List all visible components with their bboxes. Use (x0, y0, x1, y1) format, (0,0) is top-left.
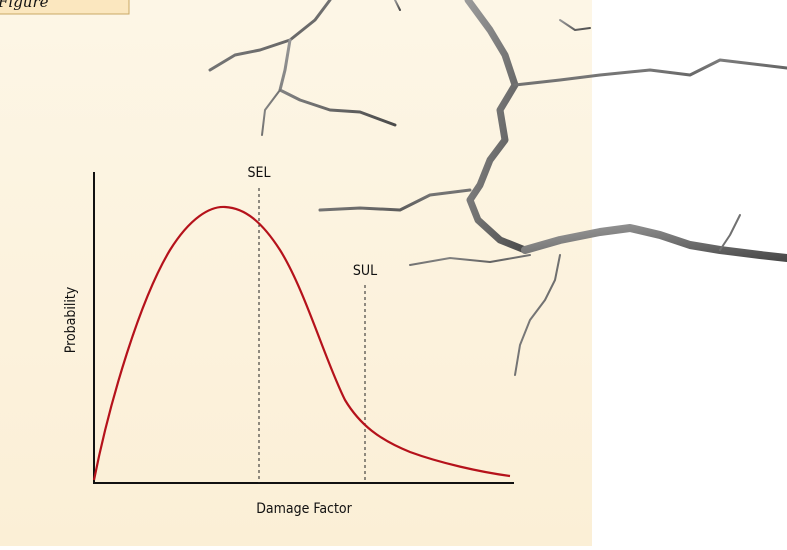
crack-decoration (208, 0, 787, 376)
figure-label-box (0, 0, 130, 15)
distribution-curve (92, 205, 511, 481)
y-axis-label: Probability (63, 286, 79, 353)
figure-label: Figure (0, 0, 49, 11)
x-axis-label: Damage Factor (256, 501, 352, 517)
sel-label: SEL (248, 165, 271, 181)
panel-background (0, 0, 592, 546)
sul-label: SUL (353, 263, 377, 279)
